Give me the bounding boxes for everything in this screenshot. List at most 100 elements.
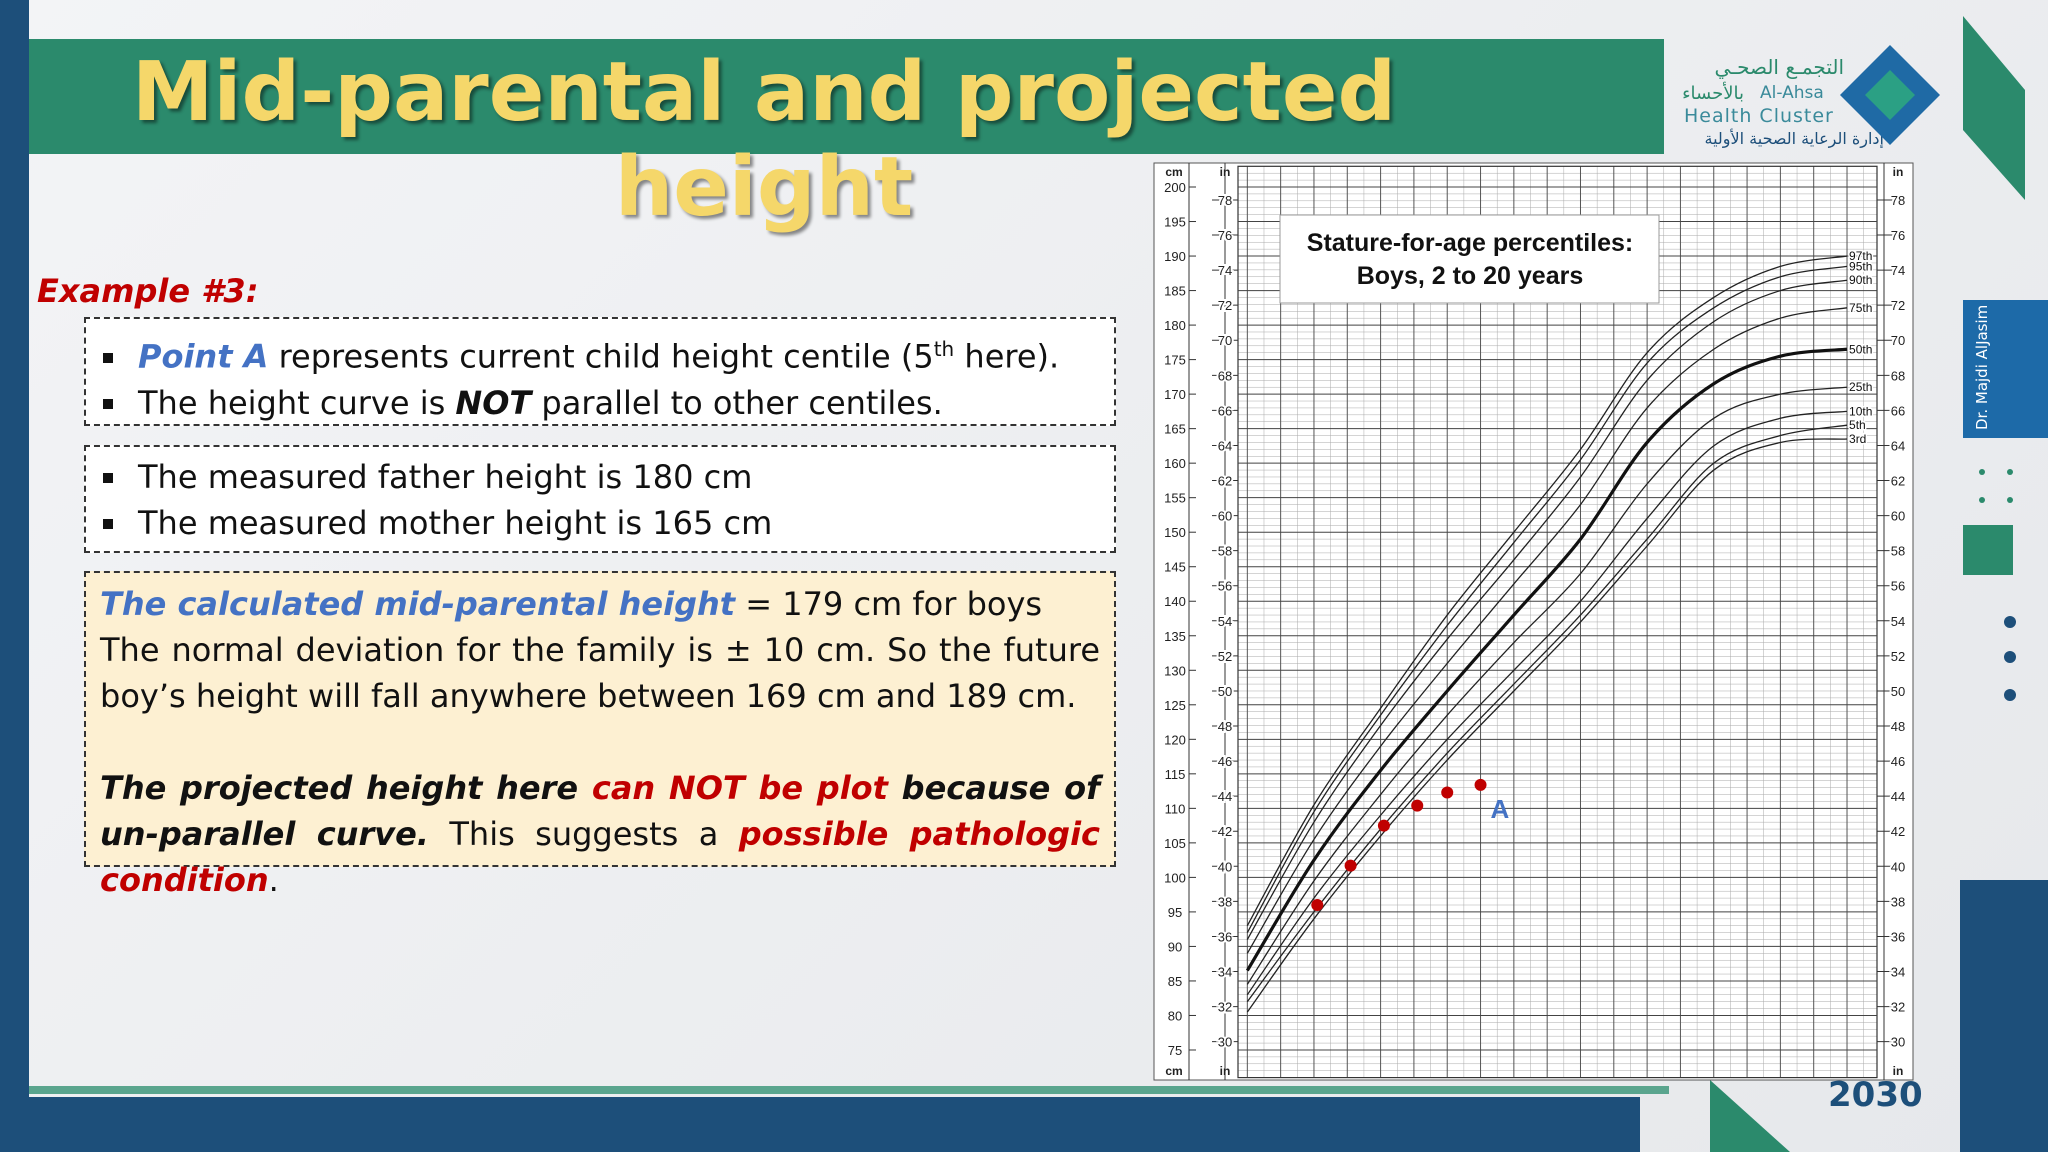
y-tick-label: 175	[1164, 353, 1186, 368]
y2-tick-label: 70	[1891, 333, 1905, 348]
y2-tick-label: 50	[1891, 684, 1905, 699]
logo-ar3: إدارة الرعاية الصحية الأولية	[1704, 129, 1885, 148]
y2-tick-label: 52	[1218, 649, 1232, 664]
y2-tick-label: 42	[1218, 824, 1232, 839]
data-point	[1441, 786, 1454, 799]
percentile-label: 90th	[1849, 273, 1872, 287]
percentile-label: 95th	[1849, 259, 1872, 273]
y2-tick-label: 60	[1218, 509, 1232, 524]
y2-tick-label: 40	[1891, 859, 1905, 874]
axis-unit: in	[1220, 1064, 1231, 1078]
chart-subtitle: Boys, 2 to 20 years	[1357, 262, 1584, 290]
example-heading: Example #3:	[37, 272, 259, 310]
percentile-curve	[1246, 307, 1848, 954]
y2-tick-label: 76	[1891, 228, 1905, 243]
y2-tick-label: 74	[1891, 263, 1905, 278]
y2-tick-label: 32	[1218, 1000, 1232, 1015]
text-run: NOT	[455, 383, 532, 422]
data-point	[1311, 899, 1324, 912]
y-tick-label: 150	[1164, 525, 1186, 540]
percentile-curve	[1246, 255, 1848, 927]
y-tick-label: 75	[1168, 1043, 1182, 1058]
y-tick-label: 125	[1164, 698, 1186, 713]
y-tick-label: 170	[1164, 387, 1186, 402]
title-bar: Mid-parental and projected height	[29, 39, 1664, 235]
paragraph: The projected height here can NOT be plo…	[100, 765, 1100, 903]
text-run: .	[268, 861, 279, 899]
y2-tick-label: 30	[1218, 1035, 1232, 1050]
bottom-bar	[0, 1097, 1640, 1152]
text-run: = 179 cm for boys	[735, 585, 1043, 623]
left-strip	[0, 0, 29, 1152]
logo-ar2: بالأحساء	[1682, 83, 1744, 104]
y2-tick-label: 44	[1218, 789, 1232, 804]
text-run: parallel to other centiles.	[531, 383, 943, 422]
y2-tick-label: 58	[1218, 544, 1232, 559]
y2-tick-label: 62	[1891, 474, 1905, 489]
y2-tick-label: 74	[1218, 263, 1232, 278]
point-label: A	[1491, 794, 1510, 824]
box1: Point A represents current child height …	[84, 317, 1116, 426]
y-tick-label: 95	[1168, 905, 1182, 920]
y2-tick-label: 54	[1218, 614, 1232, 629]
y2-tick-label: 30	[1891, 1035, 1905, 1050]
text-run: The projected height here	[100, 769, 592, 807]
y2-tick-label: 76	[1218, 228, 1232, 243]
text-run: can NOT be plot	[591, 769, 888, 807]
percentile-curve	[1246, 438, 1848, 1013]
chart-title: Stature-for-age percentiles:	[1307, 229, 1633, 257]
percentile-curve	[1245, 347, 1848, 972]
percentile-curve	[1246, 424, 1848, 1003]
y2-tick-label: 78	[1891, 193, 1905, 208]
bullet: Point A represents current child height …	[130, 326, 1114, 380]
y2-tick-label: 70	[1218, 333, 1232, 348]
chart-title-box	[1279, 214, 1660, 304]
y2-tick-label: 72	[1218, 298, 1232, 313]
y-tick-label: 180	[1164, 318, 1186, 333]
y2-tick-label: 56	[1891, 579, 1905, 594]
percentile-label: 10th	[1849, 404, 1872, 418]
percentile-label: 3rd	[1849, 432, 1866, 446]
y2-tick-label: 36	[1218, 929, 1232, 944]
text-run: th	[933, 337, 955, 361]
y2-tick-label: 32	[1891, 1000, 1905, 1015]
axis-unit: in	[1893, 1064, 1904, 1078]
y2-tick-label: 52	[1891, 649, 1905, 664]
y-tick-label: 155	[1164, 491, 1186, 506]
percentile-curve	[1246, 265, 1848, 933]
y2-tick-label: 48	[1891, 719, 1905, 734]
y2-tick-label: 58	[1891, 544, 1905, 559]
logo-en: Health Cluster	[1684, 105, 1834, 127]
box3: The calculated mid-parental height = 179…	[84, 571, 1116, 899]
percentile-label: 5th	[1849, 418, 1866, 432]
percentile-curve	[1246, 410, 1848, 996]
percentile-label: 97th	[1849, 249, 1872, 263]
y2-tick-label: 64	[1891, 438, 1905, 453]
y2-tick-label: 38	[1891, 894, 1905, 909]
y-tick-label: 160	[1164, 456, 1186, 471]
box2: The measured father height is 180 cm The…	[84, 445, 1116, 553]
y-tick-label: 185	[1164, 284, 1186, 299]
text-run: possible pathologic condition	[100, 815, 1100, 899]
text-run: This suggests a	[428, 815, 739, 853]
y2-tick-label: 54	[1891, 614, 1905, 629]
y-tick-label: 130	[1164, 663, 1186, 678]
text-run: here).	[954, 337, 1060, 376]
y2-tick-label: 72	[1891, 298, 1905, 313]
y-tick-label: 80	[1168, 1008, 1182, 1023]
axis-unit: cm	[1165, 165, 1182, 179]
y2-tick-label: 66	[1891, 403, 1905, 418]
bottom-decor	[1710, 1080, 1790, 1152]
percentile-label: 50th	[1849, 342, 1872, 356]
data-point	[1474, 778, 1487, 791]
y-tick-label: 195	[1164, 215, 1186, 230]
percentile-curve	[1246, 386, 1848, 985]
y-tick-label: 140	[1164, 594, 1186, 609]
text-run: The calculated mid-parental height	[100, 585, 736, 623]
y2-tick-label: 42	[1891, 824, 1905, 839]
y2-tick-label: 48	[1218, 719, 1232, 734]
y-tick-label: 165	[1164, 422, 1186, 437]
slide-title: Mid-parental and projected height	[131, 45, 1397, 235]
